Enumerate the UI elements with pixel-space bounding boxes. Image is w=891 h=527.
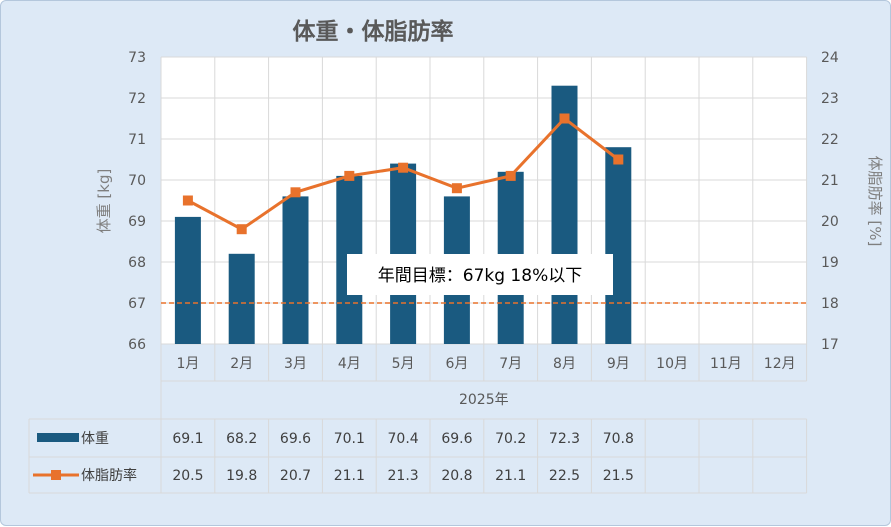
x-tick-label: 3月 <box>284 356 307 372</box>
y-left-tick-label: 70 <box>128 173 146 189</box>
body-fat-line <box>182 113 624 235</box>
table-cell-weight: 70.1 <box>334 431 365 447</box>
body-fat-point-6月 <box>451 183 462 194</box>
table-cell-weight: 69.6 <box>280 431 311 447</box>
y-right-tick-label: 19 <box>821 255 839 271</box>
table-cell-bodyfat: 20.7 <box>280 468 311 484</box>
y-right-tick-label: 20 <box>821 214 839 230</box>
y-right-tick-label: 23 <box>821 91 839 107</box>
body-fat-point-4月 <box>344 170 355 181</box>
body-fat-point-3月 <box>290 187 301 198</box>
legend-key-bodyfat-marker <box>51 470 61 480</box>
table-cell-bodyfat: 21.1 <box>334 468 365 484</box>
bar-1月 <box>174 216 201 344</box>
table-cell-weight: 72.3 <box>549 431 580 447</box>
grid <box>160 56 808 382</box>
bar-5月 <box>390 163 417 344</box>
y-left-tick-label: 72 <box>128 91 146 107</box>
x-tick-label: 7月 <box>499 356 522 372</box>
table-cell-weight: 68.2 <box>226 431 257 447</box>
bar-9月 <box>605 147 632 344</box>
legend-label-weight: 体重 <box>81 431 109 447</box>
x-tick-label: 2月 <box>230 356 253 372</box>
y-left-tick-label: 71 <box>128 132 146 148</box>
y-left-label: 体重 [kg] <box>95 169 113 234</box>
table-cell-bodyfat: 22.5 <box>549 468 580 484</box>
y-left-tick-label: 67 <box>128 296 146 312</box>
body-fat-point-2月 <box>236 224 247 235</box>
bar-3月 <box>282 196 309 344</box>
x-tick-label: 8月 <box>553 356 576 372</box>
x-tick-label: 4月 <box>338 356 361 372</box>
table-cell-bodyfat: 20.8 <box>441 468 472 484</box>
target-annotation: 年間目標：67kg 18%以下 <box>347 254 613 295</box>
x-tick-label: 11月 <box>710 356 742 372</box>
y-right-label: 体脂肪率 [%] <box>866 156 884 247</box>
table-cell-weight: 69.1 <box>172 431 203 447</box>
body-fat-point-1月 <box>182 195 193 206</box>
y-left-tick-label: 73 <box>128 50 146 66</box>
body-fat-point-5月 <box>398 162 409 173</box>
x-tick-label: 12月 <box>764 356 796 372</box>
table-cell-weight: 69.6 <box>441 431 472 447</box>
x-tick-label: 10月 <box>656 356 688 372</box>
body-fat-point-7月 <box>505 170 516 181</box>
table-cell-weight: 70.4 <box>388 431 419 447</box>
target-annotation-text: 年間目標：67kg 18%以下 <box>378 266 582 286</box>
table-cell-weight: 70.8 <box>603 431 634 447</box>
table-cell-bodyfat: 20.5 <box>172 468 203 484</box>
y-left-tick-label: 68 <box>128 255 146 271</box>
y-right-tick-label: 21 <box>821 173 839 189</box>
axes: 73 24 72 23 71 22 70 21 69 20 68 19 67 18 66 17 1月 2月 3月 4月… <box>128 50 839 408</box>
x-group-label: 2025年 <box>459 392 509 408</box>
y-right-tick-label: 24 <box>821 50 839 66</box>
body-fat-point-8月 <box>559 113 570 124</box>
target-annotation-box <box>347 254 613 295</box>
x-tick-label: 6月 <box>445 356 468 372</box>
y-left-tick-label: 69 <box>128 214 146 230</box>
y-right-tick-label: 22 <box>821 132 839 148</box>
table-cell-bodyfat: 21.1 <box>495 468 526 484</box>
table-cell-bodyfat: 21.5 <box>603 468 634 484</box>
table-cell-weight: 70.2 <box>495 431 526 447</box>
bar-2月 <box>228 253 255 344</box>
y-left-tick-label: 66 <box>128 337 146 353</box>
x-tick-label: 9月 <box>607 356 630 372</box>
legend-key-weight <box>37 433 79 442</box>
legend-label-bodyfat: 体脂肪率 <box>81 467 137 484</box>
y-right-tick-label: 18 <box>821 296 839 312</box>
table-cell-bodyfat: 21.3 <box>388 468 419 484</box>
table-cell-bodyfat: 19.8 <box>226 468 257 484</box>
chart-title: 体重・体脂肪率 <box>293 18 454 45</box>
x-tick-label: 1月 <box>176 356 199 372</box>
x-tick-label: 5月 <box>392 356 415 372</box>
body-fat-point-9月 <box>613 154 624 165</box>
y-right-tick-label: 17 <box>821 337 839 353</box>
